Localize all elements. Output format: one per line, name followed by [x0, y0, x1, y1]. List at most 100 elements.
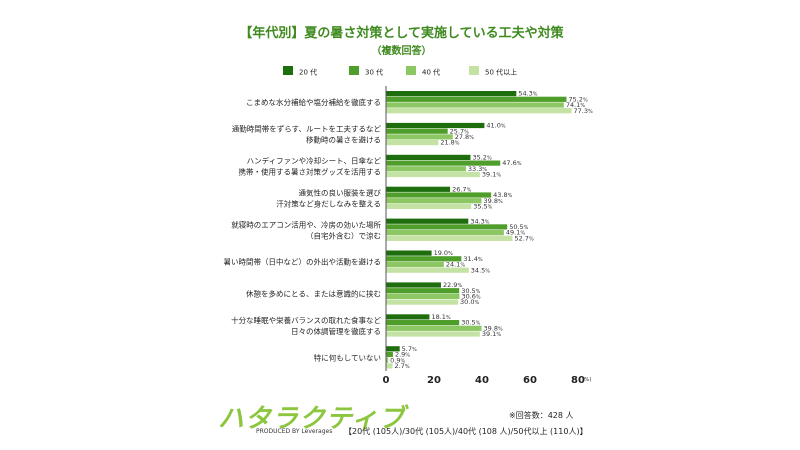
bar-value-label-1-3: 21.8%: [440, 139, 459, 147]
bar-7-0: [386, 314, 430, 320]
category-label-3-0: 通気性の良い服装を選び: [299, 187, 382, 197]
bar-value-label-7-2: 39.8%: [484, 324, 503, 332]
bar-8-0: [386, 346, 400, 352]
bar-7-2: [386, 325, 482, 331]
bar-5-1: [386, 256, 462, 262]
bar-8-2: [386, 357, 389, 363]
bar-2-0: [386, 154, 471, 160]
bar-value-label-2-2: 33.3%: [468, 165, 487, 173]
bar-1-1: [386, 128, 448, 134]
category-label-7-0: 十分な睡眠や栄養バランスの取れた食事など: [231, 315, 381, 325]
category-label-1-1: 移動時の暑さを避ける: [306, 135, 381, 145]
bar-value-label-7-0: 18.1%: [431, 313, 450, 321]
category-label-5-0: 暑い時間帯（日中など）の外出や活動を避ける: [224, 257, 382, 267]
category-label-2-0: ハンディファンや冷却シート、日傘など: [247, 155, 382, 165]
bar-value-label-4-0: 34.3%: [470, 217, 489, 225]
bar-value-label-8-0: 5.7%: [402, 345, 417, 353]
x-tick-label-0: 0: [383, 375, 390, 386]
bar-value-label-3-0: 26.7%: [452, 185, 471, 193]
x-tick-label-4: 80: [571, 375, 585, 386]
brand-logo: ハタラクティブ: [218, 404, 406, 434]
bar-value-label-0-1: 75.2%: [568, 95, 587, 103]
bar-value-label-1-1: 25.7%: [450, 127, 469, 135]
x-tick-label-2: 40: [475, 375, 489, 386]
bar-4-2: [386, 230, 504, 236]
respondents-breakdown: 【20代 (105人)/30代 (105人)/40代 (108 人)/50代以上…: [344, 427, 588, 436]
bar-value-label-6-0: 22.9%: [443, 281, 462, 289]
bar-value-label-0-0: 54.3%: [518, 90, 537, 98]
bar-4-3: [386, 235, 513, 241]
category-label-4-1: （自宅外含む）で涼む: [306, 230, 381, 240]
bar-5-2: [386, 261, 444, 268]
legend-label-1: 30 代: [365, 68, 383, 77]
bar-8-1: [386, 351, 393, 358]
bar-value-label-5-3: 34.5%: [471, 266, 490, 274]
bar-value-label-0-3: 77.3%: [574, 107, 593, 115]
x-unit-label: (%): [582, 377, 592, 383]
chart-title: 【年代別】夏の暑さ対策として実施している工夫や対策: [239, 26, 564, 41]
bar-value-label-3-3: 35.5%: [473, 203, 492, 211]
bar-5-3: [386, 267, 469, 273]
bar-value-label-7-1: 30.5%: [461, 319, 480, 327]
legend-label-0: 20 代: [299, 68, 317, 77]
category-label-2-1: 携帯・使用する暑さ対策グッズを活用する: [239, 166, 382, 176]
bar-value-label-0-2: 74.1%: [566, 101, 585, 109]
bar-3-1: [386, 192, 492, 198]
bar-0-1: [386, 96, 567, 102]
bar-value-label-2-1: 47.6%: [502, 159, 521, 167]
chart-subtitle: （複数回答）: [371, 46, 432, 57]
category-label-6-0: 休憩を多めにとる、または意識的に挟む: [246, 289, 381, 299]
bar-value-label-2-3: 39.1%: [482, 171, 501, 179]
bar-2-3: [386, 171, 480, 178]
bar-value-label-2-0: 35.2%: [472, 154, 491, 162]
bar-5-0: [386, 250, 432, 256]
bar-value-label-8-3: 2.7%: [394, 362, 409, 370]
legend-swatch-1: [349, 66, 359, 75]
category-label-4-0: 就寝時のエアコン活用や、冷房の効いた場所: [231, 219, 381, 229]
x-tick-label-1: 20: [427, 375, 441, 386]
bar-0-0: [386, 91, 517, 97]
legend-label-3: 50 代以上: [485, 68, 517, 77]
category-label-1-0: 通勤時間帯をずらす、ルートを工夫するなど: [232, 124, 382, 134]
bar-6-3: [386, 299, 458, 305]
bar-value-label-4-1: 50.5%: [509, 223, 528, 231]
category-label-3-1: 汗対策など身だしなみを整える: [276, 198, 381, 208]
legend-swatch-2: [406, 66, 416, 75]
bar-value-label-3-1: 43.8%: [493, 191, 512, 199]
bar-4-1: [386, 224, 508, 230]
bar-8-3: [386, 363, 393, 369]
bar-1-3: [386, 140, 439, 146]
bar-value-label-6-3: 30.0%: [460, 298, 479, 306]
bar-3-3: [386, 203, 472, 209]
bar-6-0: [386, 282, 441, 288]
bar-value-label-4-2: 49.1%: [506, 229, 525, 237]
bar-value-label-1-2: 27.8%: [455, 133, 474, 141]
bar-0-2: [386, 102, 564, 108]
bar-7-3: [386, 331, 480, 337]
bar-4-0: [386, 218, 469, 224]
bar-value-label-5-0: 19.0%: [434, 249, 453, 257]
bar-value-label-8-1: 2.9%: [395, 351, 410, 359]
bar-value-label-6-1: 30.5%: [461, 287, 480, 295]
bar-value-label-7-3: 39.1%: [482, 330, 501, 338]
legend-swatch-3: [469, 66, 479, 75]
x-tick-label-3: 60: [523, 375, 537, 386]
brand-produced-by: PRODUCED BY Leverages: [256, 428, 333, 435]
bar-1-0: [386, 122, 485, 129]
bar-value-label-4-3: 52.7%: [514, 234, 533, 242]
bar-2-1: [386, 160, 501, 166]
bar-value-label-1-0: 41.0%: [486, 122, 505, 130]
bar-value-label-8-2: 0.9%: [390, 356, 405, 364]
legend-label-2: 40 代: [422, 68, 440, 77]
respondents-note: ※回答数：428 人: [509, 411, 574, 420]
category-label-8-0: 特に何もしていない: [314, 352, 381, 362]
bar-0-3: [386, 108, 572, 114]
bar-value-label-5-2: 24.1%: [446, 261, 465, 269]
bar-value-label-6-2: 30.6%: [461, 293, 480, 301]
bar-2-2: [386, 166, 466, 172]
bar-value-label-5-1: 31.4%: [463, 255, 482, 263]
bar-value-label-3-2: 39.8%: [484, 197, 503, 205]
bar-1-2: [386, 134, 453, 140]
category-label-0-0: こまめな水分補給や塩分補給を徹底する: [246, 97, 381, 107]
